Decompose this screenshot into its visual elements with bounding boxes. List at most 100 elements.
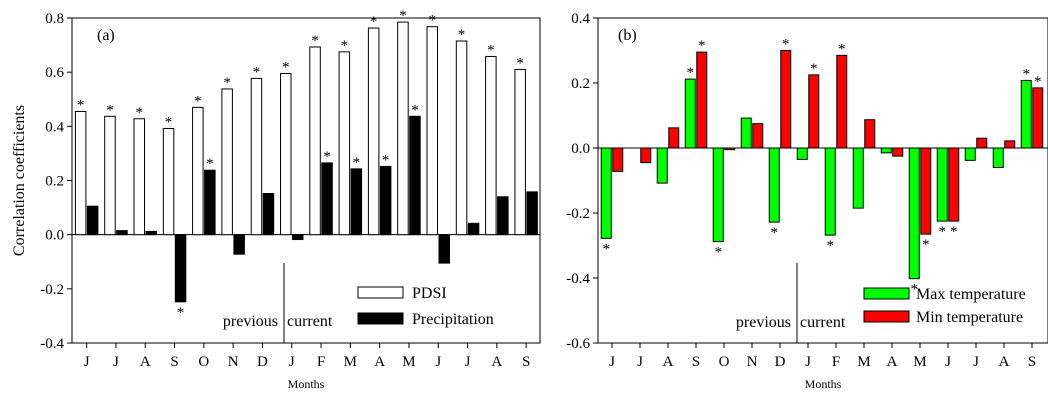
bar-min-temperature [976,137,988,149]
bar-precipitation [467,222,480,236]
x-tick-label: J [84,354,90,370]
bar-precipitation [438,234,450,264]
bar-min-temperature [920,147,932,235]
significance-marker: * [1034,74,1042,90]
bar-precipitation [526,191,538,236]
y-tick-label: 0.2 [45,174,64,190]
significance-marker: * [922,237,930,253]
x-tick-label: M [344,354,357,370]
panel-label: (b) [618,27,637,44]
significance-marker: * [411,102,419,118]
x-tick-label: J [435,354,441,370]
bar-max-temperature [880,147,892,154]
x-tick-label: A [491,354,502,370]
significance-marker: * [827,238,835,254]
significance-marker: * [698,38,706,54]
bar-min-temperature [696,51,708,149]
bar-pdsi [455,40,468,236]
x-tick-label: J [465,354,471,370]
x-tick-label: S [692,354,700,370]
bar-pdsi [309,46,321,236]
significance-marker: * [782,37,790,53]
significance-marker: * [353,155,361,171]
bar-max-temperature [712,147,724,243]
bar-precipitation [409,115,421,236]
x-tick-label: O [719,354,730,370]
x-tick-label: J [113,354,119,370]
x-tick-label: A [374,354,385,370]
significance-marker: * [939,224,947,240]
significance-marker: * [341,38,349,54]
x-tick-label: A [663,354,674,370]
bar-min-temperature [668,127,680,149]
bar-min-temperature [892,147,904,157]
bar-pdsi [221,88,233,236]
x-tick-label: S [1028,354,1036,370]
significance-marker: * [282,60,290,76]
bar-max-temperature [824,147,836,236]
significance-marker: * [429,13,437,29]
x-tick-label: D [257,354,268,370]
significance-marker: * [1023,66,1031,82]
y-tick-label: -0.2 [40,282,64,298]
significance-marker: * [77,97,85,113]
y-tick-label: -0.2 [566,206,590,222]
x-tick-label: N [228,354,239,370]
period-label-previous: previous [223,313,278,330]
significance-marker: * [194,93,202,109]
period-label-current: current [800,314,846,331]
bar-min-temperature [724,147,736,151]
period-label-current: current [287,313,333,330]
bar-min-temperature [836,54,848,149]
significance-marker: * [382,152,390,168]
legend-swatch [357,286,404,299]
significance-marker: * [206,156,214,172]
bar-min-temperature [640,147,652,164]
legend-label: Min temperature [916,309,1023,326]
significance-marker: * [223,75,231,91]
y-tick-label: -0.4 [566,271,590,287]
y-tick-label: 0.4 [45,119,64,135]
x-tick-label: J [289,354,295,370]
legend-swatch [357,312,404,325]
significance-marker: * [950,224,958,240]
x-tick-label: J [637,354,643,370]
bar-max-temperature [656,147,668,184]
bar-max-temperature [796,147,808,160]
bar-pdsi [133,118,145,236]
significance-marker: * [687,65,695,81]
x-tick-label: M [857,354,870,370]
y-tick-label: 0.8 [45,11,64,27]
bar-pdsi [367,27,380,236]
period-label-previous: previous [736,314,791,331]
legend: PDSI Precipitation [357,285,494,328]
bar-pdsi [514,68,526,236]
significance-marker: * [838,41,846,57]
bar-pdsi [397,21,409,236]
y-tick-label: -0.6 [566,336,590,352]
significance-marker: * [136,105,144,121]
significance-marker: * [399,8,407,24]
bar-max-temperature [852,147,864,209]
bar-max-temperature [740,117,752,149]
significance-marker: * [323,149,331,165]
significance-marker: * [165,115,173,131]
x-tick-label: A [999,354,1010,370]
bar-max-temperature [600,147,612,239]
bar-pdsi [280,73,292,236]
y-tick-label: 0.4 [571,11,590,27]
bar-min-temperature [948,147,960,222]
bar-precipitation [86,205,99,236]
bar-pdsi [426,26,438,236]
x-tick-label: A [140,354,151,370]
bar-max-temperature [936,147,948,222]
bar-pdsi [192,106,204,236]
significance-marker: * [771,225,779,241]
bar-max-temperature [684,78,696,149]
significance-marker: * [253,64,261,80]
x-tick-label: J [973,354,979,370]
x-tick-label: F [832,354,840,370]
bar-min-temperature [612,147,624,172]
y-tick-label: -0.4 [40,336,64,352]
